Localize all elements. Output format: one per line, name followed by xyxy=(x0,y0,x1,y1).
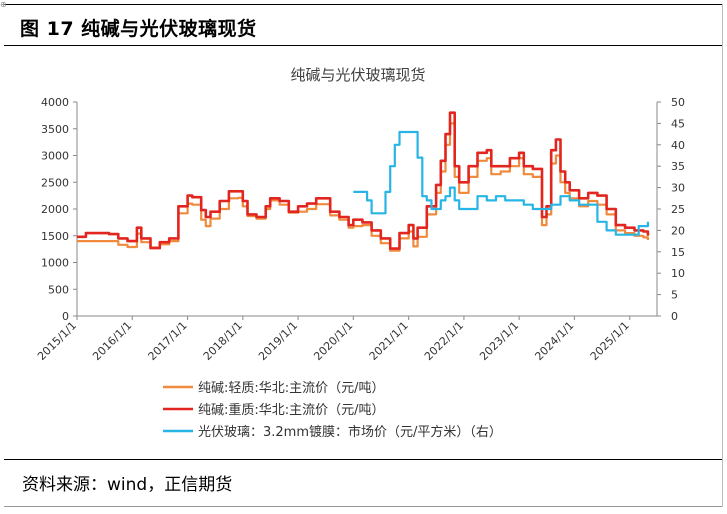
y-left-tick-label: 3000 xyxy=(41,150,69,163)
y-left-tick-label: 500 xyxy=(48,283,69,296)
x-tick-label: 2018/1/1 xyxy=(201,319,245,363)
series-line-pv-glass xyxy=(353,130,649,236)
y-right-tick-label: 15 xyxy=(671,246,685,259)
chart-title: 纯碱与光伏玻璃现货 xyxy=(290,66,425,84)
y-right-tick-label: 30 xyxy=(671,182,685,195)
x-tick-label: 2021/1/1 xyxy=(367,319,411,363)
series-layer xyxy=(77,111,650,252)
x-tick-label: 2016/1/1 xyxy=(90,319,134,363)
y-right-tick-label: 50 xyxy=(671,96,685,109)
x-tick-label: 2017/1/1 xyxy=(146,319,190,363)
y-right-tick-label: 5 xyxy=(671,289,678,302)
legend-item-pv-glass-label: 光伏玻璃：3.2mm镀膜：市场价（元/平方米）（右） xyxy=(198,424,502,440)
axes-group: 0 500 1000 1500 2000 2500 3000 3500 4000 0 5 10 15 20… xyxy=(35,96,685,363)
bottom-border xyxy=(4,506,723,507)
series-line-light-soda-ash xyxy=(77,122,649,252)
corner-mark-icon: ⊕ xyxy=(0,0,7,9)
y-left-tick-label: 1500 xyxy=(41,230,69,243)
title-divider xyxy=(4,45,723,46)
source-note: 资料来源：wind，正信期货 xyxy=(22,475,233,495)
y-left-tick-label: 4000 xyxy=(41,96,69,109)
x-tick-label: 2015/1/1 xyxy=(35,319,79,363)
y-left-tick-label: 2000 xyxy=(41,203,69,216)
right-border xyxy=(722,4,723,507)
y-left-tick-label: 0 xyxy=(62,310,69,323)
y-right-tick-label: 20 xyxy=(671,224,685,237)
legend-item-light-soda-ash-label: 纯碱:轻质:华北:主流价（元/吨） xyxy=(198,381,385,396)
series-line-dense-soda-ash xyxy=(77,111,650,250)
legend-item-dense-soda-ash-label: 纯碱:重质:华北:主流价（元/吨） xyxy=(198,402,385,418)
y-right-tick-label: 35 xyxy=(671,160,685,173)
source-divider xyxy=(4,459,723,460)
x-tick-label: 2024/1/1 xyxy=(532,319,576,363)
x-tick-label: 2019/1/1 xyxy=(256,319,300,363)
x-tick-label: 2020/1/1 xyxy=(311,319,355,363)
x-tick-label: 2022/1/1 xyxy=(422,319,466,363)
x-tick-label: 2025/1/1 xyxy=(588,319,632,363)
legend: 纯碱:轻质:华北:主流价（元/吨） 纯碱:重质:华北:主流价（元/吨） 光伏玻璃：3… xyxy=(163,381,502,440)
frame-top-border xyxy=(4,4,723,5)
y-right-tick-label: 40 xyxy=(671,139,685,152)
figure-title: 图 17 纯碱与光伏玻璃现货 xyxy=(20,18,257,40)
y-right-tick-label: 10 xyxy=(671,267,685,280)
x-tick-label: 2023/1/1 xyxy=(477,319,521,363)
y-left-tick-label: 1000 xyxy=(41,257,69,270)
y-right-tick-label: 0 xyxy=(671,310,678,323)
y-right-tick-label: 25 xyxy=(671,203,685,216)
y-right-tick-label: 45 xyxy=(671,117,685,130)
y-left-tick-label: 2500 xyxy=(41,176,69,189)
y-left-tick-label: 3500 xyxy=(41,123,69,136)
